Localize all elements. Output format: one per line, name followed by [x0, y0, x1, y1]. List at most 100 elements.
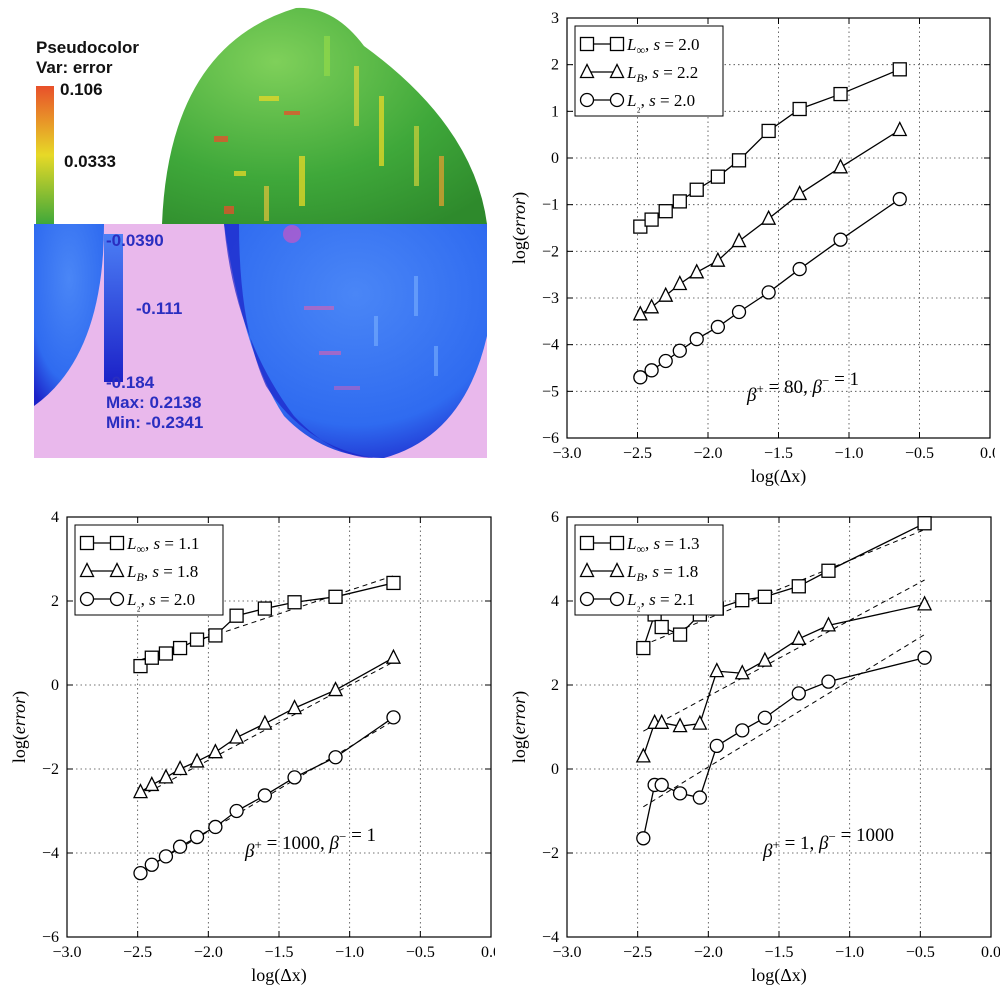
data-point	[257, 788, 273, 803]
series-circle	[133, 710, 401, 881]
y-tick-label: 3	[551, 10, 559, 27]
data-point	[328, 750, 343, 765]
green-ellipsoid	[162, 7, 487, 225]
data-point	[386, 710, 401, 725]
data-point	[672, 786, 688, 801]
y-tick-label: −2	[42, 761, 59, 778]
data-point	[133, 658, 148, 674]
y-tick-label: −5	[542, 383, 559, 400]
data-point	[385, 648, 402, 664]
legend-label: L∞, s = 1.3	[626, 534, 700, 556]
legend-marker	[579, 562, 595, 578]
chart-canvas: −3.0 −2.5 −2.0 −1.5 −1.0 −0.5 0.0 −6 −4 −2 0 2 4 log(…	[9, 509, 501, 986]
data-point	[644, 298, 660, 314]
y-tick-label: 4	[551, 593, 559, 610]
legend: L∞, s = 1.3 LB, s = 1.8 L₂, s = 2.1	[574, 524, 724, 616]
data-point	[757, 710, 773, 725]
data-point	[654, 777, 669, 793]
data-point	[709, 738, 724, 754]
x-tick-label: −2.0	[194, 944, 223, 961]
grid-lines	[567, 18, 990, 438]
min-value-label: Min: -0.2341	[106, 413, 203, 432]
series-circle	[636, 650, 932, 846]
y-tick-label: 0	[51, 677, 59, 694]
legend-marker	[609, 591, 625, 607]
x-tick-label: −3.0	[552, 944, 581, 961]
data-point	[644, 212, 659, 227]
x-tick-label: −2.0	[693, 445, 722, 462]
data-point	[286, 699, 303, 715]
legend-marker	[579, 63, 595, 79]
y-tick-label: 2	[551, 677, 559, 694]
data-point	[710, 251, 726, 267]
y-axis-label: log(error)	[9, 691, 30, 763]
data-point	[327, 681, 344, 697]
data-point	[832, 158, 849, 174]
data-point	[132, 783, 149, 799]
data-point	[189, 752, 205, 768]
data-point	[328, 589, 343, 604]
chart-canvas: −3.0 −2.5 −2.0 −1.5 −1.0 −0.5 0.0 −6 −5 −4 −3 −2 −1 0…	[509, 10, 1000, 487]
data-point	[731, 232, 747, 248]
legend-top-max: 0.106	[60, 80, 103, 99]
x-axis: −3.0 −2.5 −2.0 −1.5 −1.0 −0.5 0.0	[552, 517, 1000, 961]
data-point	[635, 747, 651, 763]
data-point	[735, 723, 750, 738]
data-point	[710, 319, 726, 335]
y-tick-label: −4	[542, 929, 559, 946]
data-point	[792, 101, 807, 117]
y-tick-label: 6	[551, 509, 559, 526]
x-tick-label: −3.0	[52, 944, 81, 961]
x-tick-label: −1.0	[335, 944, 364, 961]
series-triangle	[635, 595, 933, 763]
grid-lines	[567, 517, 991, 937]
data-point	[734, 664, 750, 680]
legend-label: L₂, s = 2.0	[626, 91, 695, 113]
data-point	[689, 263, 705, 279]
fit-line	[643, 634, 925, 808]
legend-label: L₂, s = 2.0	[126, 590, 195, 612]
data-point	[757, 651, 773, 667]
series-line	[642, 603, 925, 757]
data-point	[658, 204, 673, 219]
data-point	[791, 686, 806, 701]
x-axis-label: log(Δx)	[751, 965, 807, 986]
data-point	[672, 343, 687, 358]
data-point	[709, 662, 725, 678]
data-point	[229, 608, 244, 623]
data-point	[144, 650, 159, 665]
top-color-legend-bar	[36, 86, 54, 224]
y-axis: −6 −4 −2 0 2 4	[42, 509, 491, 946]
legend-marker	[579, 92, 595, 108]
legend-bottom-min: -0.184	[106, 373, 155, 392]
data-point	[158, 849, 174, 864]
legend-top-mid: 0.0333	[64, 152, 116, 171]
legend-box	[574, 524, 724, 616]
legend-marker	[579, 591, 595, 607]
data-point	[172, 839, 188, 854]
data-point	[386, 575, 401, 591]
data-point	[792, 261, 807, 277]
y-tick-label: −3	[542, 290, 559, 307]
data-point	[710, 169, 726, 184]
legend-box	[74, 524, 224, 616]
data-point	[689, 331, 704, 347]
legend-marker	[609, 36, 625, 52]
data-point	[761, 209, 777, 225]
legend-marker	[579, 535, 595, 551]
y-axis-label: log(error)	[509, 192, 530, 264]
x-tick-label: −2.5	[123, 944, 152, 961]
legend: L∞, s = 2.0 LB, s = 2.2 L₂, s = 2.0	[574, 25, 724, 117]
y-tick-label: −4	[542, 337, 559, 354]
data-point	[172, 640, 188, 656]
data-point	[672, 627, 688, 642]
x-tick-label: −0.5	[905, 445, 934, 462]
legend-marker	[609, 562, 625, 578]
y-tick-label: −4	[42, 845, 59, 862]
data-point	[821, 674, 836, 689]
x-tick-label: −1.5	[764, 944, 793, 961]
legend-marker	[109, 562, 125, 578]
data-point	[636, 640, 651, 656]
data-point	[636, 831, 651, 846]
data-point	[791, 629, 807, 645]
